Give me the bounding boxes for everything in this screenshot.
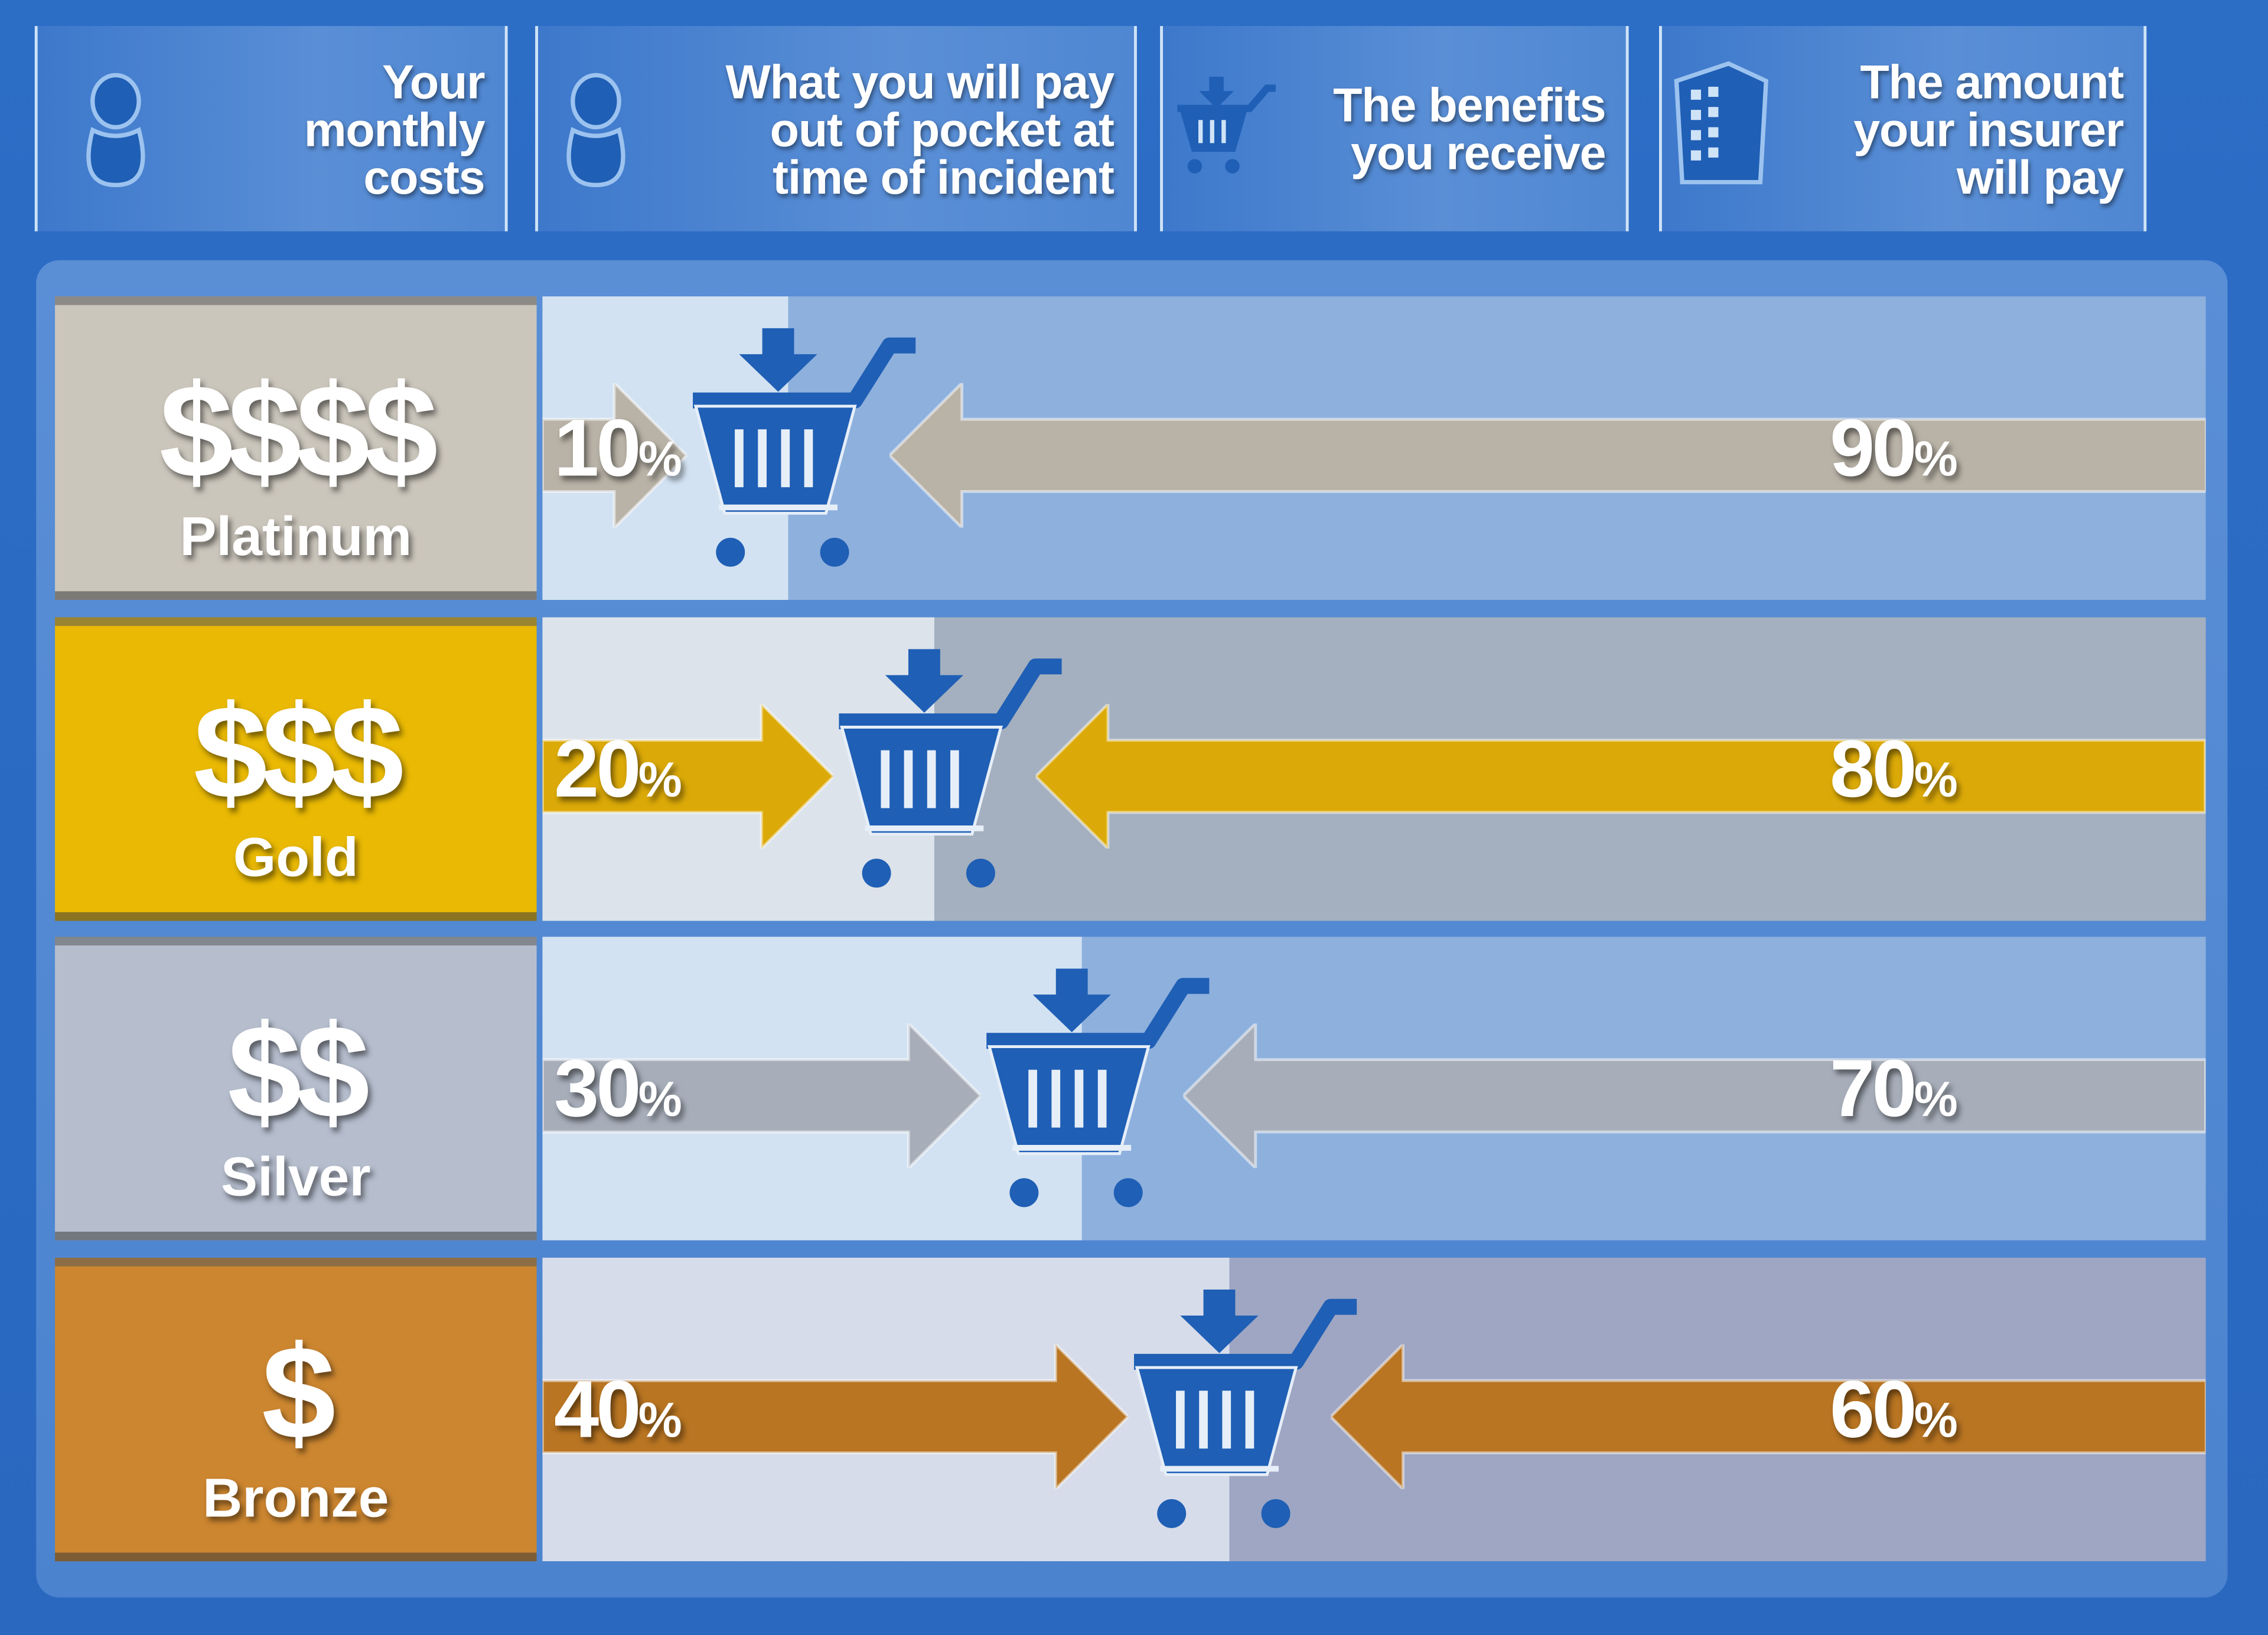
header-out-of-pocket: What you will pay out of pocket at time … xyxy=(535,26,1137,231)
tier-name: Platinum xyxy=(180,507,412,569)
header-label: The benefits you receive xyxy=(1333,78,1606,180)
shopping-cart-icon xyxy=(981,968,1241,1221)
insurer-pays-arrow xyxy=(889,383,2206,528)
insurer-pays-percent: 60% xyxy=(1829,1363,1958,1454)
coverage-track: 40% 60% xyxy=(542,1258,2206,1562)
header-label: Your monthly costs xyxy=(304,54,485,203)
coverage-track: 30% 70% xyxy=(542,936,2206,1241)
header-label: What you will pay out of pocket at time … xyxy=(725,54,1115,203)
header-benefits: The benefits you receive xyxy=(1160,26,1629,231)
tier-row-silver: $$ Silver 30% 70% xyxy=(55,936,2206,1241)
person-icon xyxy=(566,73,625,188)
insurer-pays-percent: 80% xyxy=(1829,723,1958,814)
tier-label: $ Bronze xyxy=(55,1258,537,1562)
header-label: The amount your insurer will pay xyxy=(1853,54,2124,203)
tier-row-bronze: $ Bronze 40% 60% xyxy=(55,1258,2206,1562)
header-insurer-pays: The amount your insurer will pay xyxy=(1659,26,2147,231)
shopping-cart-icon xyxy=(1128,1289,1389,1542)
you-pay-arrow xyxy=(542,1023,981,1169)
shopping-cart-icon xyxy=(1177,76,1276,174)
you-pay-arrow xyxy=(542,1344,1128,1489)
you-pay-percent: 30% xyxy=(553,1042,682,1134)
tier-name: Gold xyxy=(233,828,359,889)
insurer-pays-arrow xyxy=(1330,1344,2206,1489)
insurer-pays-arrow xyxy=(1036,704,2206,849)
you-pay-percent: 20% xyxy=(553,723,682,814)
tier-price: $$$$ xyxy=(159,358,438,506)
tier-label: $$ Silver xyxy=(55,936,537,1241)
insurer-pays-percent: 90% xyxy=(1829,402,1958,493)
tier-name: Bronze xyxy=(203,1468,389,1530)
tier-price: $ xyxy=(262,1320,335,1468)
tier-price: $$$ xyxy=(193,679,404,827)
tier-label: $$$ Gold xyxy=(55,617,537,921)
you-pay-arrow xyxy=(542,704,834,849)
coverage-track: 20% 80% xyxy=(542,617,2206,921)
shopping-cart-icon xyxy=(834,649,1094,902)
tier-row-gold: $$$ Gold 20% 80% xyxy=(55,617,2206,921)
shopping-cart-icon xyxy=(687,328,947,581)
person-icon xyxy=(86,73,145,188)
you-pay-percent: 40% xyxy=(553,1363,682,1454)
insurer-pays-arrow xyxy=(1183,1023,2206,1169)
header-monthly-costs: Your monthly costs xyxy=(34,26,508,231)
tier-row-platinum: $$$$ Platinum 10% 90% xyxy=(55,296,2206,601)
coverage-track: 10% 90% xyxy=(542,296,2206,601)
building-icon xyxy=(1674,61,1769,185)
you-pay-arrow xyxy=(542,383,687,528)
tier-name: Silver xyxy=(221,1147,371,1209)
insurer-pays-percent: 70% xyxy=(1829,1042,1958,1134)
tier-label: $$$$ Platinum xyxy=(55,296,537,601)
tier-price: $$ xyxy=(227,998,370,1147)
you-pay-percent: 10% xyxy=(553,402,682,493)
